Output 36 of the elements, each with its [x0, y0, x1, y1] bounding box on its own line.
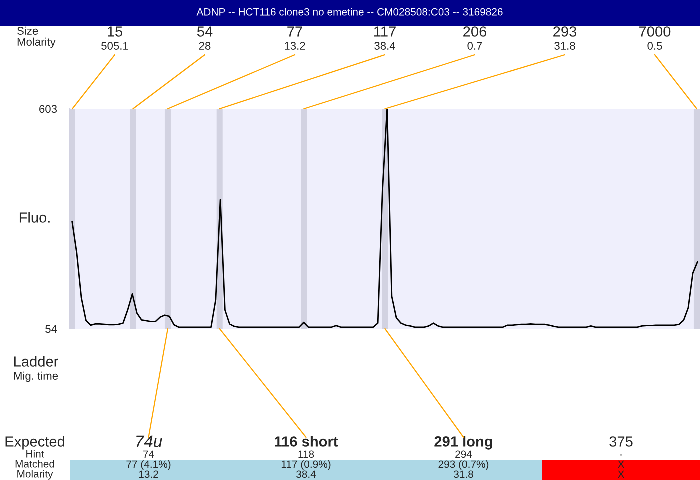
data-label: 31.8	[454, 470, 474, 478]
text: Mig. time	[14, 372, 58, 382]
data-label: 38.4	[296, 470, 316, 478]
text: Hint	[26, 450, 44, 458]
text: 206 0.7	[464, 26, 487, 50]
series-label: Matched	[16, 460, 54, 468]
category-label: 116 short	[275, 436, 338, 447]
category-label: 74u	[136, 436, 162, 448]
text: 15 505.1	[102, 26, 128, 50]
text: 77 13.2	[285, 26, 306, 50]
text: Size	[18, 26, 38, 35]
text: Molarity	[18, 38, 56, 48]
data-label: 13.2	[139, 470, 158, 478]
category-label: 291 long	[434, 436, 492, 450]
data-label: X	[618, 460, 625, 468]
data-label: 77 (4.1%)	[126, 460, 171, 470]
data-label: 117 (0.9%)	[282, 460, 331, 470]
y-tick-label: 603	[40, 105, 58, 114]
data-label: 118	[298, 450, 314, 458]
text: Expected	[6, 436, 64, 450]
chart-title: ADNP -- HCT116 clone3 no emetine -- CM028508:C03 -- 3169826	[196, 8, 503, 16]
category-label: 375	[610, 436, 633, 447]
data-label: 294	[456, 450, 472, 458]
data-label: -	[620, 454, 623, 456]
text: 117 38.4	[374, 26, 396, 50]
text: 7000 0.5	[640, 26, 671, 50]
text: 54 28	[197, 26, 213, 50]
line-series	[72, 109, 698, 328]
y-axis-title: Fluo.	[20, 212, 50, 223]
text: Ladder	[14, 356, 58, 367]
data-label: 74	[143, 450, 154, 458]
data-label: X	[618, 470, 625, 478]
series-label: Molarity	[18, 470, 54, 480]
data-label: 293 (0.7%)	[438, 460, 489, 470]
text: 293 31.8	[554, 26, 577, 50]
y-tick-label: 54	[46, 325, 58, 334]
